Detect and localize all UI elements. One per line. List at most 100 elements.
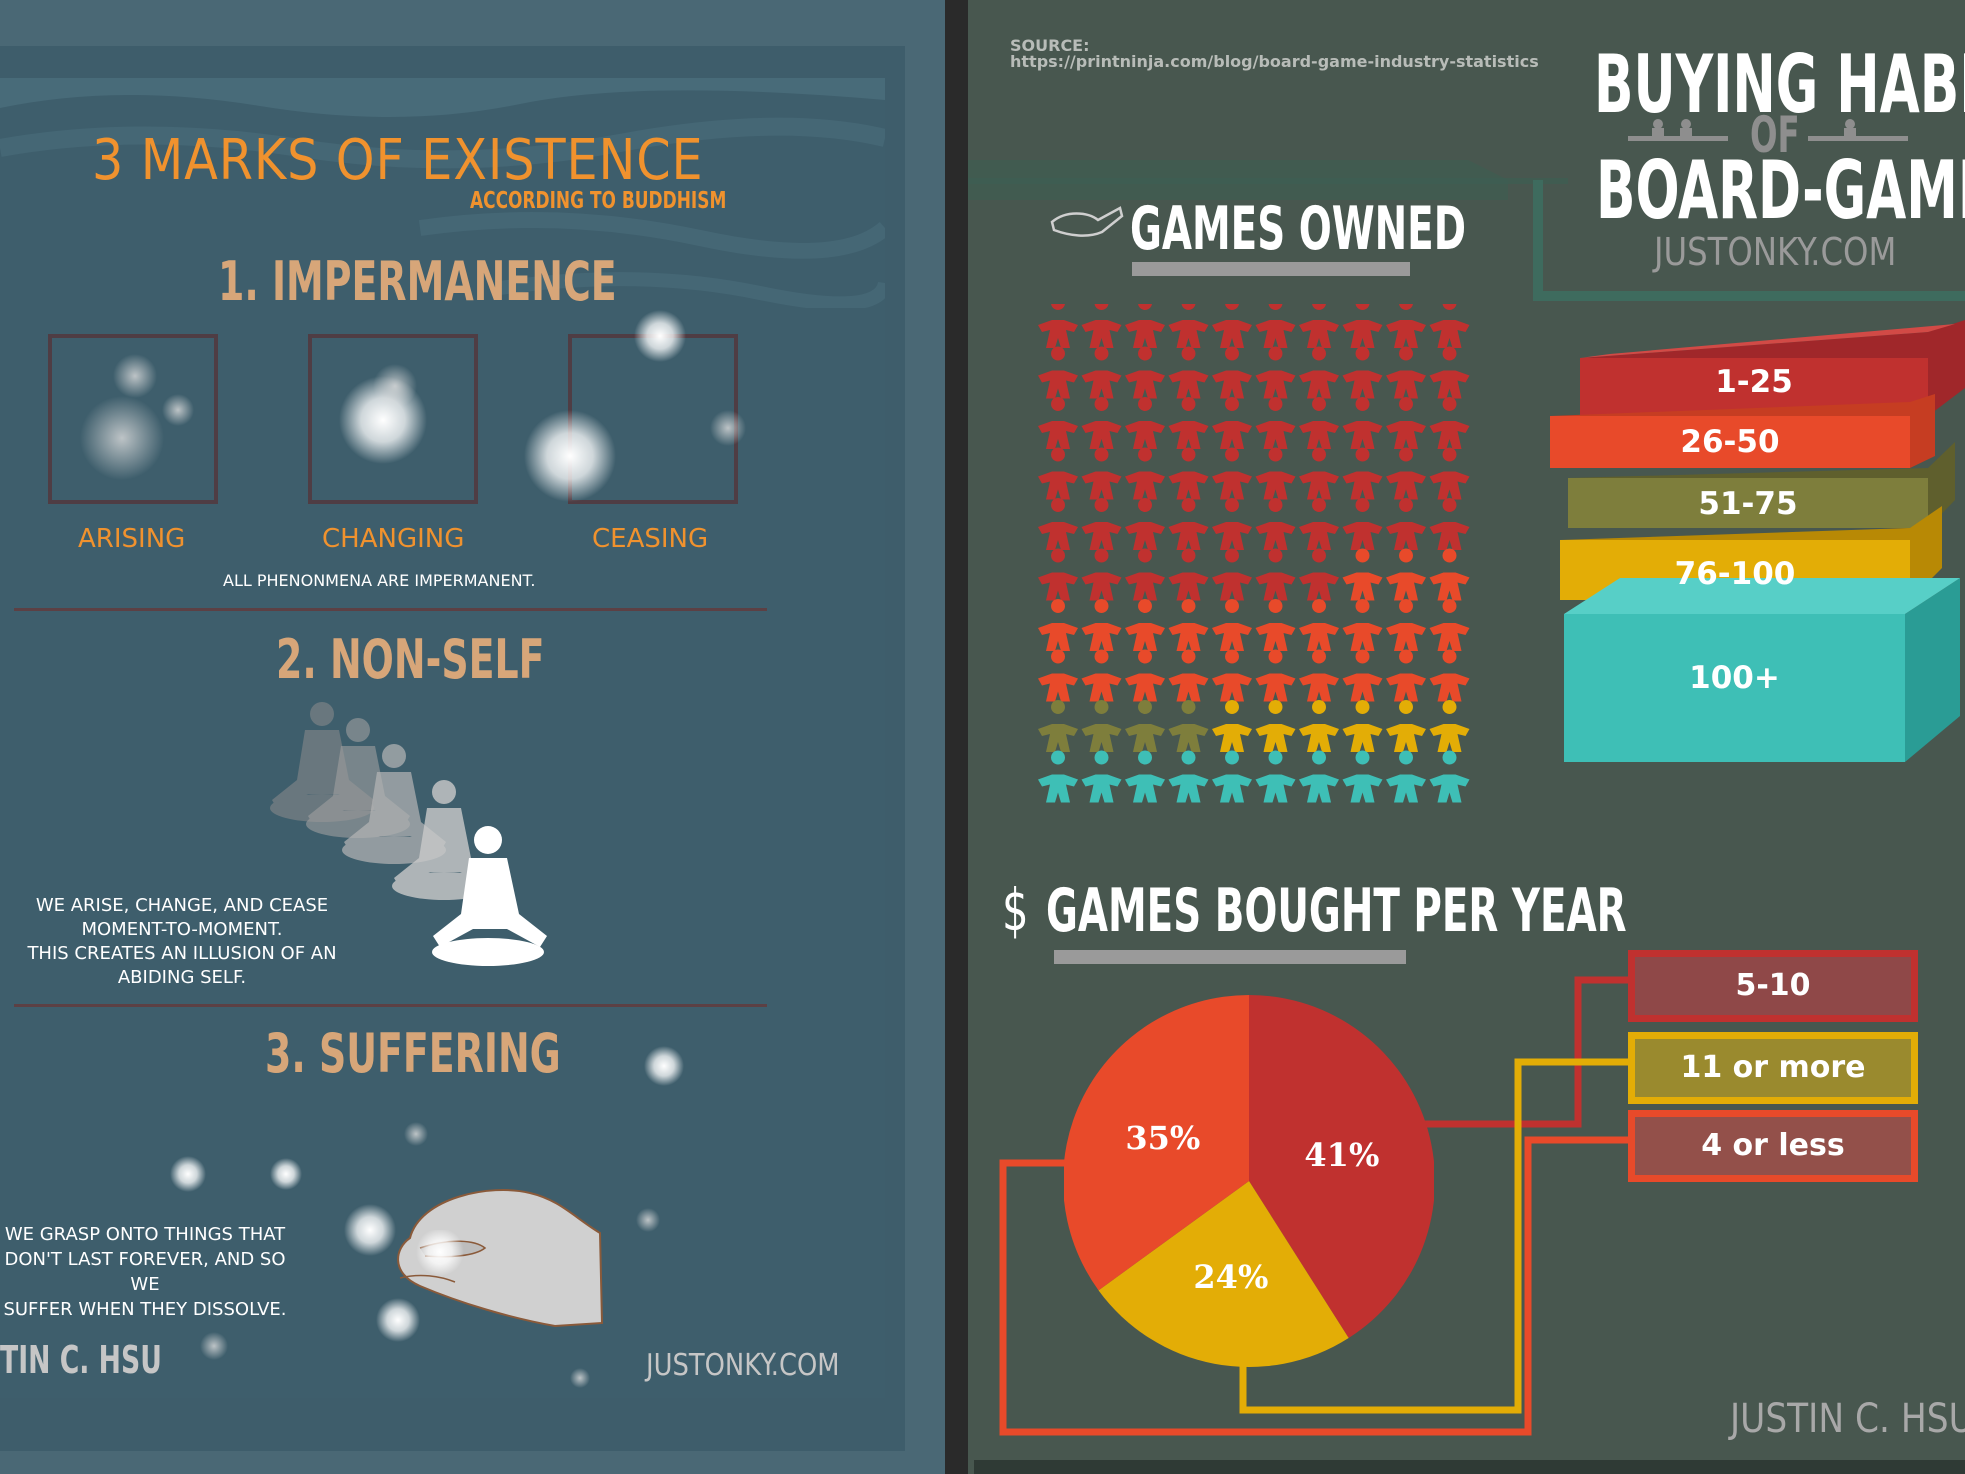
- meeple-1-25: [1081, 447, 1122, 500]
- meeple-26-50: [1212, 599, 1252, 651]
- meeple-26-50: [1386, 599, 1426, 651]
- meeple-76-100: [1342, 700, 1383, 752]
- meeple-100+: [1342, 750, 1383, 803]
- meeple-26-50: [1081, 599, 1122, 651]
- meeple-1-25: [1168, 397, 1209, 449]
- impermanence-orbs: [80, 310, 746, 502]
- meeple-76-100: [1255, 700, 1296, 752]
- poster-subtitle: ACCORDING TO BUDDHISM: [470, 188, 727, 214]
- pie-label-5-10: 41%: [1304, 1136, 1379, 1174]
- non-self-caption: WE ARISE, CHANGE, AND CEASE MOMENT-TO-MO…: [27, 895, 337, 988]
- meeple-1-25: [1038, 447, 1078, 500]
- legend-owned-76-100: 76-100: [1674, 556, 1796, 592]
- pie-slice-5-10: [1249, 995, 1434, 1339]
- section-heading-non-self: 2. NON-SELF: [276, 628, 545, 691]
- meeple-1-25: [1038, 498, 1078, 550]
- meeple-26-50: [1125, 599, 1165, 651]
- meeple-1-25: [1299, 498, 1339, 550]
- legend-owned-26-50: 26-50: [1680, 424, 1780, 460]
- games-owned-heading: GAMES OWNED: [1130, 194, 1467, 264]
- meeple-1-25: [1038, 397, 1078, 449]
- games-bought-pie-chart: 41% 24% 35%: [1064, 995, 1434, 1367]
- meeple-26-50: [1038, 599, 1078, 651]
- right-title-line1: BUYING HABITS: [1594, 38, 1965, 131]
- meeple-26-50: [1342, 548, 1383, 601]
- dollar-icon: $: [1002, 876, 1029, 944]
- meeple-1-25: [1429, 447, 1470, 500]
- meeple-1-25: [1212, 304, 1252, 348]
- meeple-1-25: [1255, 304, 1296, 348]
- meeple-51-75: [1168, 700, 1209, 752]
- legend-bought-5-10: 5-10: [1735, 968, 1811, 1003]
- meeple-1-25: [1168, 498, 1209, 550]
- meeple-1-25: [1299, 304, 1339, 348]
- meeple-1-25: [1429, 498, 1470, 550]
- hand-icon: [1050, 206, 1124, 237]
- meeple-1-25: [1386, 498, 1426, 550]
- meeple-1-25: [1342, 346, 1383, 399]
- meeple-1-25: [1038, 346, 1078, 399]
- meeple-1-25: [1168, 304, 1209, 348]
- wave-decoration: [0, 78, 885, 308]
- meeple-26-50: [1299, 649, 1339, 702]
- meeple-1-25: [1255, 447, 1296, 500]
- meeple-1-25: [1125, 346, 1165, 399]
- meeple-26-50: [1038, 649, 1078, 702]
- meeple-1-25: [1342, 498, 1383, 550]
- meeple-26-50: [1299, 599, 1339, 651]
- changing-frame: [308, 334, 478, 504]
- right-site: JUSTONKY.COM: [1654, 230, 1897, 274]
- meeple-1-25: [1299, 548, 1339, 601]
- meeple-1-25: [1429, 304, 1470, 348]
- meeple-1-25: [1081, 304, 1122, 348]
- meeple-26-50: [1168, 599, 1209, 651]
- meeple-1-25: [1299, 447, 1339, 500]
- legend-box-4-or-less: [1628, 1110, 1918, 1182]
- meeple-1-25: [1255, 346, 1296, 399]
- meditation-figures: [270, 702, 547, 966]
- right-background-frame: [968, 160, 1965, 1474]
- grasped-orb: [416, 1230, 464, 1276]
- meeple-100+: [1255, 750, 1296, 803]
- legend-bought-11-or-more: 11 or more: [1680, 1050, 1866, 1085]
- legend-connectors: [999, 976, 1628, 1436]
- meeple-26-50: [1255, 649, 1296, 702]
- meeple-26-50: [1429, 599, 1470, 651]
- meeple-1-25: [1168, 346, 1209, 399]
- source-url[interactable]: https://printninja.com/blog/board-game-i…: [1010, 52, 1539, 71]
- meeple-1-25: [1342, 304, 1383, 348]
- meeple-1-25: [1038, 548, 1078, 601]
- meeple-100+: [1168, 750, 1209, 803]
- meeple-1-25: [1255, 498, 1296, 550]
- meeple-26-50: [1081, 649, 1122, 702]
- meeple-1-25: [1386, 447, 1426, 500]
- poster-title: 3 MARKS OF EXISTENCE: [92, 128, 704, 193]
- meeple-26-50: [1212, 649, 1252, 702]
- meeple-1-25: [1429, 346, 1470, 399]
- meeple-76-100: [1429, 700, 1470, 752]
- meeple-1-25: [1255, 548, 1296, 601]
- meeple-1-25: [1168, 447, 1209, 500]
- games-owned-legend-stack: [1550, 320, 1965, 762]
- meeple-1-25: [1299, 397, 1339, 449]
- meeple-51-75: [1125, 700, 1165, 752]
- meeple-26-50: [1168, 649, 1209, 702]
- arising-frame: [48, 334, 218, 504]
- meeple-1-25: [1299, 346, 1339, 399]
- divider: [14, 1004, 767, 1007]
- meeple-51-75: [1038, 700, 1078, 752]
- section-heading-suffering: 3. SUFFERING: [265, 1022, 561, 1085]
- meeple-76-100: [1386, 700, 1426, 752]
- meeple-100+: [1386, 750, 1426, 803]
- meeple-100+: [1212, 750, 1252, 803]
- legend-owned-1-25: 1-25: [1715, 364, 1793, 400]
- meeple-1-25: [1125, 447, 1165, 500]
- meeple-1-25: [1386, 397, 1426, 449]
- meeple-76-100: [1212, 700, 1252, 752]
- meeple-26-50: [1429, 649, 1470, 702]
- pie-slice-11-or-more: [1098, 1181, 1349, 1367]
- meeple-1-25: [1125, 397, 1165, 449]
- meeple-26-50: [1342, 599, 1383, 651]
- meeple-1-25: [1212, 498, 1252, 550]
